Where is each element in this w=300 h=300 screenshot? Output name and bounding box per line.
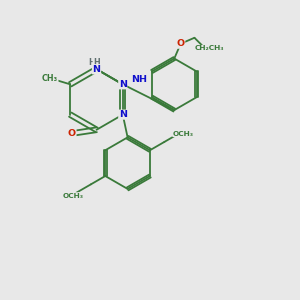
Text: O: O bbox=[177, 39, 185, 48]
Text: N: N bbox=[119, 80, 127, 89]
Text: CH₃: CH₃ bbox=[42, 74, 58, 83]
Text: H: H bbox=[88, 58, 94, 67]
Text: NH: NH bbox=[131, 75, 147, 84]
Text: OCH₃: OCH₃ bbox=[173, 130, 194, 136]
Text: O: O bbox=[68, 129, 76, 138]
Text: H: H bbox=[93, 58, 100, 67]
Text: CH₂CH₃: CH₂CH₃ bbox=[195, 45, 224, 51]
Text: N: N bbox=[92, 65, 101, 74]
Text: N: N bbox=[92, 65, 101, 74]
Text: OCH₃: OCH₃ bbox=[63, 193, 84, 199]
Text: N: N bbox=[119, 110, 127, 119]
